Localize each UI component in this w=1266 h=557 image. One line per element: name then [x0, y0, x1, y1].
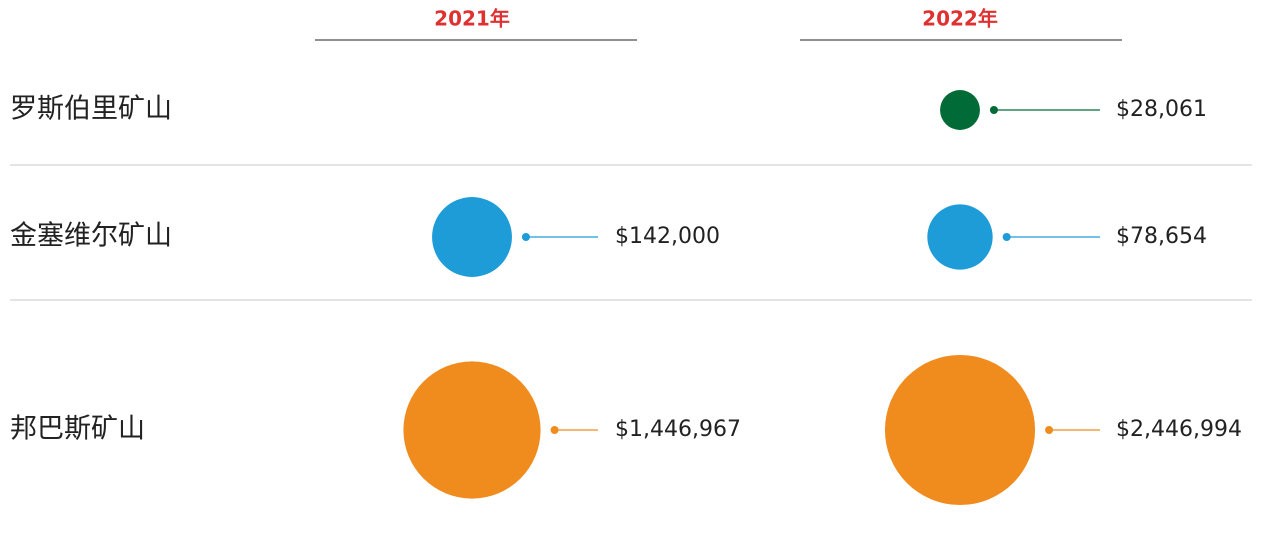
bubble — [403, 361, 541, 499]
bubble — [927, 204, 993, 270]
value-label: $1,446,967 — [615, 417, 741, 442]
column-header: 2022年 — [922, 7, 998, 31]
bubble — [884, 354, 1036, 506]
column-header: 2021年 — [434, 7, 510, 31]
row-label: 罗斯伯里矿山 — [10, 94, 172, 125]
row-label: 邦巴斯矿山 — [10, 414, 145, 445]
value-label: $28,061 — [1116, 97, 1207, 122]
value-label: $78,654 — [1116, 224, 1207, 249]
value-label: $2,446,994 — [1116, 417, 1242, 442]
row-label: 金塞维尔矿山 — [10, 221, 172, 252]
value-label: $142,000 — [615, 224, 720, 249]
bubble — [940, 90, 980, 130]
bubble — [432, 197, 512, 277]
